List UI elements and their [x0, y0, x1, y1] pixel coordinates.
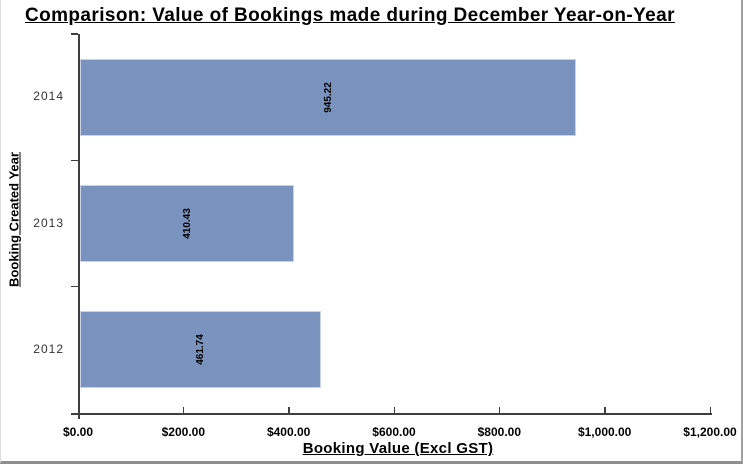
x-tick	[288, 407, 290, 413]
x-axis-title: Booking Value (Excl GST)	[302, 440, 494, 457]
x-tick	[709, 407, 711, 413]
y-tick	[71, 159, 78, 162]
x-tick-label: $800.00	[477, 425, 522, 439]
y-tick-label: 2013	[33, 215, 64, 230]
x-tick	[182, 407, 185, 413]
x-tick-label: $0.00	[62, 425, 94, 439]
y-tick	[71, 33, 78, 35]
x-tick	[498, 407, 501, 413]
x-tick	[393, 407, 395, 413]
y-tick-label: 2012	[33, 341, 64, 356]
x-tick	[77, 407, 79, 413]
x-tick-label: $1,000.00	[577, 425, 632, 439]
y-axis-line	[78, 34, 80, 419]
chart-title: Comparison: Value of Bookings made durin…	[25, 5, 675, 26]
x-tick-label: $400.00	[266, 425, 311, 439]
bar	[80, 311, 322, 389]
x-tick	[604, 407, 606, 413]
y-axis-title: Booking Created Year	[6, 152, 22, 287]
x-tick-label: $600.00	[372, 425, 416, 439]
x-tick-label: $1,200.00	[683, 425, 737, 439]
bar	[80, 185, 295, 262]
x-tick-label: $200.00	[161, 425, 206, 439]
y-tick	[71, 285, 78, 288]
x-axis-line	[71, 413, 712, 415]
y-tick-label: 2014	[33, 89, 64, 104]
bar	[80, 58, 576, 136]
